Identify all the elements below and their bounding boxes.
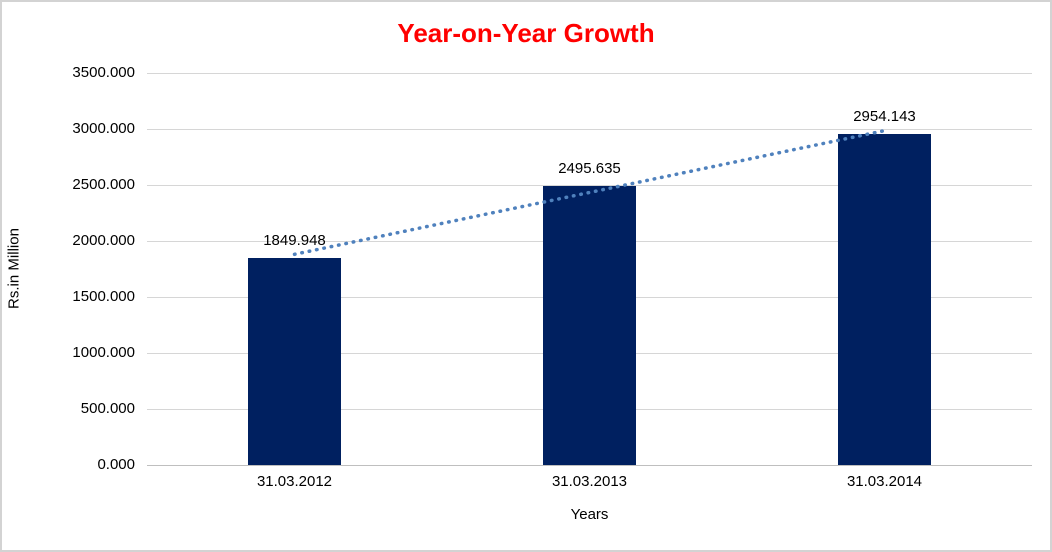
bar xyxy=(838,134,931,465)
y-tick-label: 2500.000 xyxy=(72,176,135,193)
x-tick-label: 31.03.2013 xyxy=(551,473,628,490)
trendline xyxy=(292,128,887,257)
x-axis-title: Years xyxy=(570,506,609,523)
bar-data-label: 2495.635 xyxy=(558,159,621,177)
y-axis-title: Rs.in Million xyxy=(5,228,23,309)
y-tick-label: 3500.000 xyxy=(72,64,135,81)
bar xyxy=(248,257,341,465)
y-tick-label: 1000.000 xyxy=(72,344,135,361)
y-tick-label: 1500.000 xyxy=(72,288,135,305)
x-tick-label: 31.03.2014 xyxy=(846,473,923,490)
plot-area: 1849.948 2495.635 2954.143 xyxy=(147,73,1032,466)
bar-data-label: 2954.143 xyxy=(853,108,916,126)
bar-data-label: 1849.948 xyxy=(263,231,326,249)
y-tick-label: 500.000 xyxy=(80,400,135,417)
gridline xyxy=(147,129,1032,130)
y-tick-label: 3000.000 xyxy=(72,120,135,137)
bar xyxy=(543,185,636,465)
gridline xyxy=(147,73,1032,74)
chart-title: Year-on-Year Growth xyxy=(397,18,655,48)
y-tick-label: 2000.000 xyxy=(72,232,135,249)
y-tick-label: 0.000 xyxy=(97,456,135,473)
x-tick-label: 31.03.2012 xyxy=(256,473,333,490)
